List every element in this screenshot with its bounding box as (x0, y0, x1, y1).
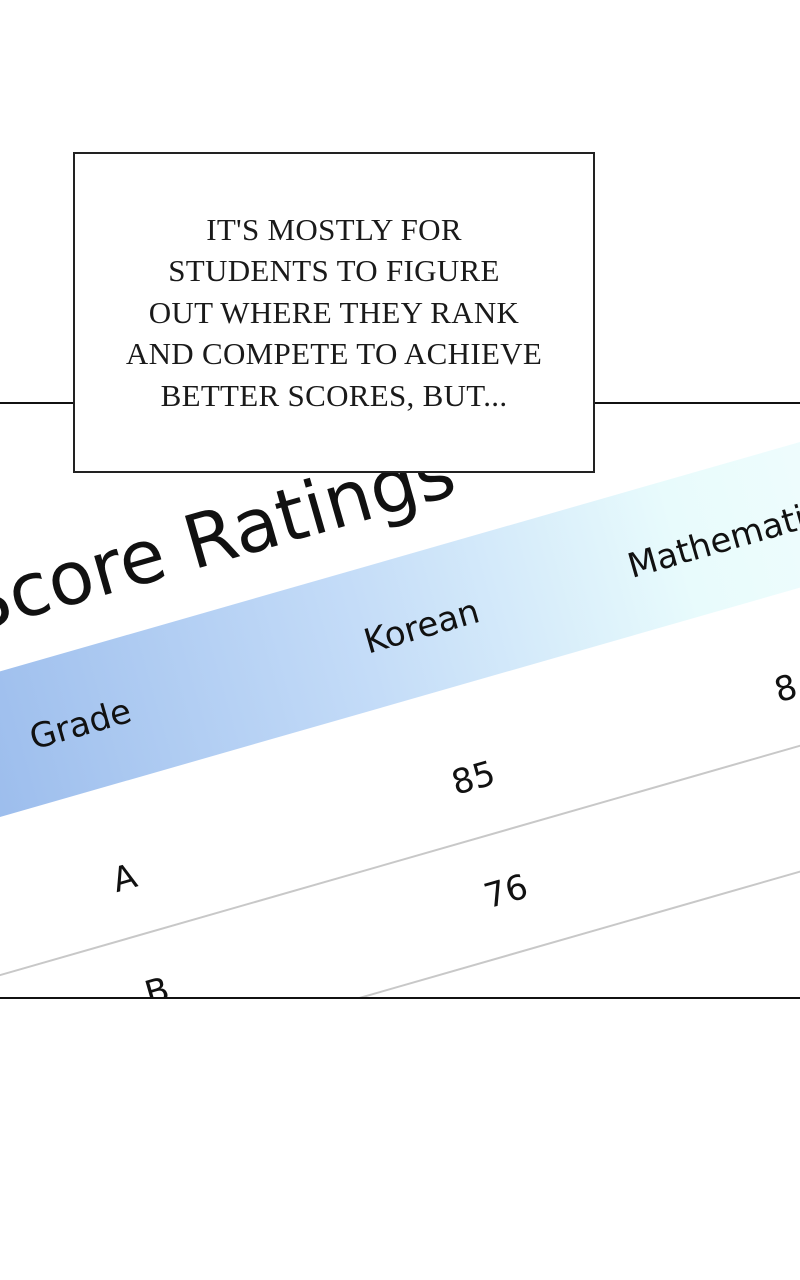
caption-line: AND COMPETE TO ACHIEVE (125, 336, 543, 372)
row-divider (0, 802, 800, 998)
row-divider (0, 685, 800, 991)
caption-line: BETTER SCORES, BUT... (160, 377, 508, 413)
caption-line: IT'S MOSTLY FOR (206, 211, 462, 247)
caption-line: STUDENTS TO FIGURE (168, 253, 500, 289)
header-band (0, 406, 800, 844)
caption-line: OUT WHERE THEY RANK (148, 294, 520, 330)
caption-box: IT'S MOSTLY FOR STUDENTS TO FIGURE OUT WHE… (73, 152, 595, 473)
